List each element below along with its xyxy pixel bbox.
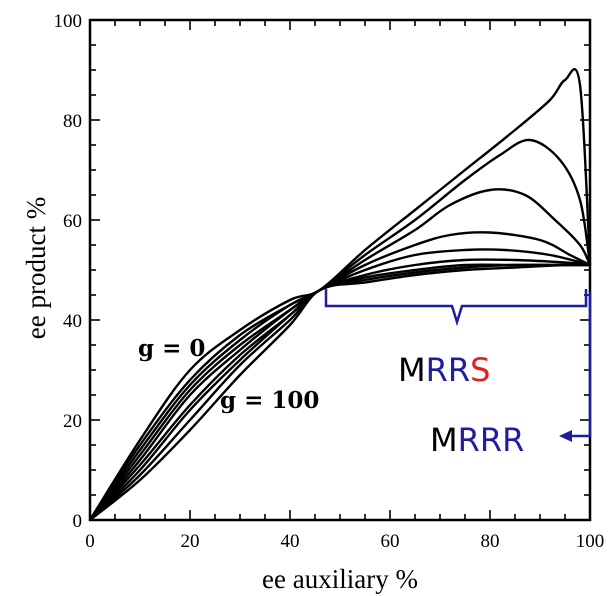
y-axis-title: ee product %	[21, 197, 51, 339]
arrow-head	[559, 430, 572, 442]
x-tick-label: 60	[381, 531, 400, 552]
axis-ticks	[89, 19, 591, 521]
series-line-5	[89, 248, 591, 521]
series-line-8	[89, 263, 590, 521]
g-top-label: g = 0	[138, 335, 205, 362]
mrrs-s: S	[470, 351, 490, 389]
g-bottom-label: g = 100	[220, 387, 319, 414]
y-tick-label: 80	[63, 111, 82, 132]
y-tick-label: 0	[73, 511, 83, 532]
range-brace	[324, 289, 588, 327]
series-line-2	[89, 138, 592, 521]
x-tick-label: 100	[576, 531, 605, 552]
series-line-1	[88, 68, 592, 521]
y-tick-label: 60	[63, 211, 82, 232]
x-tick-label: 80	[481, 531, 500, 552]
x-axis-title: ee auxiliary %	[262, 564, 418, 594]
series-line-9	[89, 263, 591, 521]
chart-curves	[88, 68, 592, 521]
series-line-4	[89, 231, 591, 521]
mrrs-rr: RR	[426, 351, 470, 389]
x-tick-label: 20	[181, 531, 200, 552]
label-mrrs: MRRS	[398, 351, 490, 389]
y-tick-label: 40	[63, 311, 82, 332]
series-line-6	[89, 258, 591, 521]
series-line-3	[89, 188, 592, 521]
label-mrrr: MRRR	[430, 421, 524, 459]
axis-tick-labels: 0 20 40 60 80 100 0 20 40 60 80 100	[54, 11, 605, 552]
x-tick-label: 0	[85, 531, 95, 552]
arrow-line	[570, 292, 592, 438]
x-tick-label: 40	[281, 531, 300, 552]
series-line-7	[89, 263, 590, 521]
y-tick-label: 100	[54, 11, 83, 32]
y-tick-label: 20	[63, 411, 82, 432]
mrrr-m: M	[430, 421, 458, 459]
mrrr-rrr: RRR	[458, 421, 525, 459]
mrrs-m: M	[398, 351, 426, 389]
